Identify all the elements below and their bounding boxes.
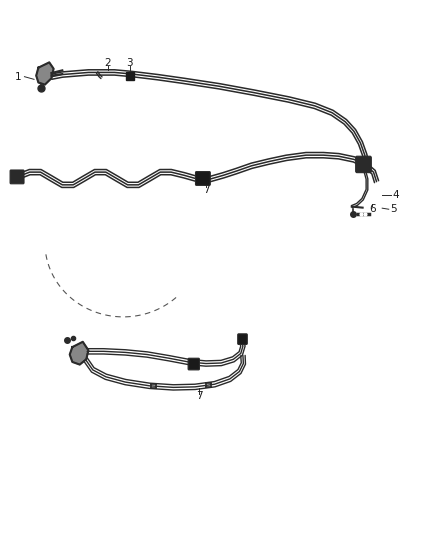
FancyBboxPatch shape	[238, 334, 247, 344]
Text: 3: 3	[127, 58, 133, 68]
FancyBboxPatch shape	[356, 156, 371, 173]
Text: 4: 4	[392, 190, 399, 200]
FancyBboxPatch shape	[10, 170, 24, 184]
Text: 1: 1	[14, 71, 21, 82]
Polygon shape	[70, 342, 88, 365]
FancyBboxPatch shape	[188, 358, 199, 370]
Text: 5: 5	[390, 204, 396, 214]
FancyBboxPatch shape	[195, 172, 210, 185]
Text: 2: 2	[105, 58, 111, 68]
Text: 6: 6	[369, 204, 375, 214]
Polygon shape	[36, 62, 53, 85]
Text: 7: 7	[203, 184, 209, 195]
Text: 7: 7	[196, 391, 203, 401]
